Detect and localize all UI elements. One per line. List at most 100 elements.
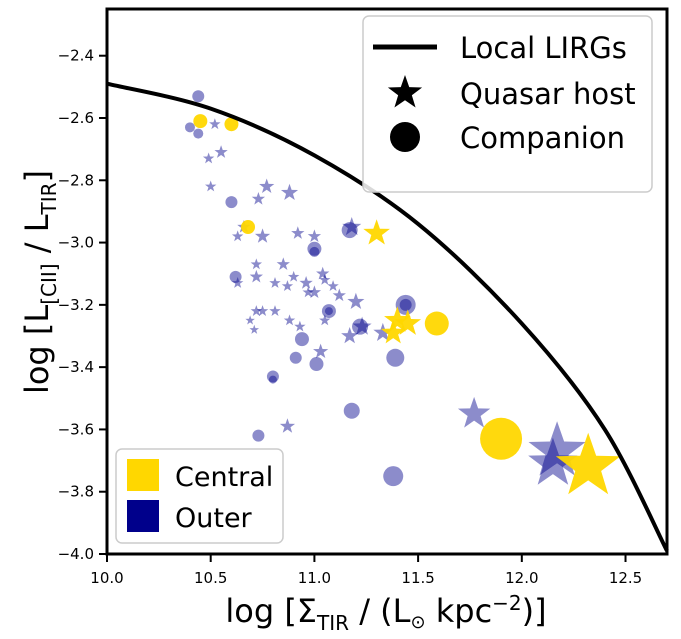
outer-circle-point-47 (289, 351, 302, 364)
outer-star-point-60 (279, 418, 296, 433)
outer-circle-point-36 (324, 307, 333, 316)
outer-star-point-33 (307, 285, 322, 299)
outer-star-point-53 (373, 322, 393, 341)
outer-star-point-18 (342, 217, 362, 236)
outer-star-point-13 (254, 228, 271, 243)
central-circle-point-1 (224, 117, 239, 132)
central-circle-point-2 (241, 220, 256, 234)
legend-regions: Central Outer (115, 448, 284, 544)
y-axis-label-post: ] (18, 170, 56, 182)
x-axis-label-sup: −2 (492, 591, 521, 615)
outer-star-point-22 (250, 258, 263, 270)
legend-circle-swatch (390, 122, 420, 152)
plot-frame (105, 7, 669, 556)
x-axis-label-sun: ⊙ (410, 612, 425, 633)
outer-circle-point-56 (386, 348, 405, 367)
outer-star-point-24 (269, 277, 281, 288)
y-tick-label: −2.6 (58, 109, 94, 127)
outer-circle-point-35 (321, 304, 336, 319)
x-tick-label: 11.5 (401, 569, 434, 587)
legend-label-companion: Companion (460, 121, 625, 155)
y-axis-label-sub2: TIR (37, 182, 61, 215)
outer-circle-point-49 (309, 357, 324, 372)
y-tick-label: −2.8 (58, 171, 94, 189)
outer-circle-point-2 (193, 128, 204, 139)
outer-star-point-51 (341, 327, 359, 344)
outer-star-point-45 (249, 324, 260, 334)
x-axis-label-mid: kpc (426, 592, 493, 630)
central-star-point-6 (380, 319, 406, 344)
legend-label-quasar-host: Quasar host (460, 77, 636, 111)
outer-star-point-42 (245, 315, 255, 325)
outer-star-point-34 (332, 288, 346, 302)
outer-star-point-14 (291, 226, 305, 239)
x-tick-label: 12.5 (609, 569, 642, 587)
legend-label-central: Central (175, 462, 273, 493)
outer-star-point-37 (347, 292, 365, 310)
x-axis-ticks: 10.0 10.5 11.0 11.5 12.0 12.5 (90, 554, 642, 587)
outer-star-point-19 (307, 229, 322, 243)
outer-circle-point-1 (184, 122, 195, 133)
outer-star-point-26 (287, 270, 300, 282)
central-star-point-5 (394, 309, 422, 335)
outer-star-point-5 (202, 152, 215, 164)
outer-star-point-30 (327, 280, 339, 292)
outer-star-point-65 (528, 437, 578, 485)
outer-circle-point-57 (266, 370, 279, 383)
central-star-point-9 (555, 432, 621, 495)
outer-star-point-63 (457, 396, 491, 428)
y-tick-label: −3.8 (58, 483, 94, 501)
x-tick-label: 10.0 (90, 569, 123, 587)
outer-circle-point-16 (309, 246, 320, 257)
outer-star-point-25 (276, 257, 290, 271)
outer-circle-point-54 (395, 294, 416, 315)
outer-star-point-8 (259, 178, 275, 193)
outer-circle-point-15 (307, 241, 322, 256)
outer-star-point-6 (205, 180, 217, 192)
outer-star-point-23 (249, 269, 263, 283)
outer-circle-point-55 (399, 298, 412, 311)
y-tick-label: −3.0 (58, 234, 94, 252)
outer-circle-point-7 (225, 196, 238, 209)
x-axis-label-end: )] (522, 592, 547, 630)
outer-star-point-64 (528, 421, 586, 476)
legend-markers: Local LIRGs Quasar host Companion (362, 15, 653, 193)
outer-circle-point-62 (383, 466, 404, 487)
legend-star-swatch (387, 75, 423, 108)
central-star-point-3 (363, 219, 390, 245)
x-tick-label: 12.0 (505, 569, 538, 587)
outer-star-point-31 (281, 280, 294, 292)
y-tick-label: −4.0 (58, 545, 94, 563)
outer-star-point-39 (250, 305, 263, 316)
y-tick-label: −3.2 (58, 296, 94, 314)
outer-circle-point-17 (341, 222, 358, 239)
legend-outer-swatch (127, 500, 159, 532)
outer-star-point-43 (283, 314, 296, 326)
data-marks (184, 90, 621, 495)
x-axis-label-post: / (L (349, 592, 411, 630)
outer-circle-point-61 (252, 429, 265, 442)
y-axis-label-mid: / L (18, 214, 56, 263)
y-axis-label-pre: log [L (18, 305, 56, 394)
outer-circle-point-0 (192, 90, 205, 103)
y-axis-label-sub: [CII] (37, 263, 61, 304)
x-axis-label: log [ΣTIR / (L⊙ kpc−2)] (225, 591, 546, 635)
y-tick-label: −3.4 (58, 358, 94, 376)
y-tick-label: −3.6 (58, 420, 94, 438)
outer-star-point-3 (209, 118, 221, 130)
outer-star-point-44 (294, 320, 306, 332)
outer-star-point-27 (299, 276, 313, 289)
outer-star-point-21 (231, 277, 244, 288)
central-circle-point-0 (193, 114, 208, 129)
local-lirgs-curve (106, 81, 669, 552)
outer-circle-point-52 (352, 318, 369, 335)
outer-star-point-12 (231, 230, 244, 242)
outer-star-point-28 (316, 266, 330, 280)
outer-star-point-50 (352, 316, 372, 335)
legend-label-local-lirgs: Local LIRGs (460, 31, 627, 65)
x-tick-label: 11.0 (298, 569, 331, 587)
y-axis-ticks: −4.0 −3.8 −3.6 −3.4 −3.2 −3.0 −2.8 −2.6 −2.4 (58, 47, 107, 563)
legend-markers-box (362, 15, 653, 193)
